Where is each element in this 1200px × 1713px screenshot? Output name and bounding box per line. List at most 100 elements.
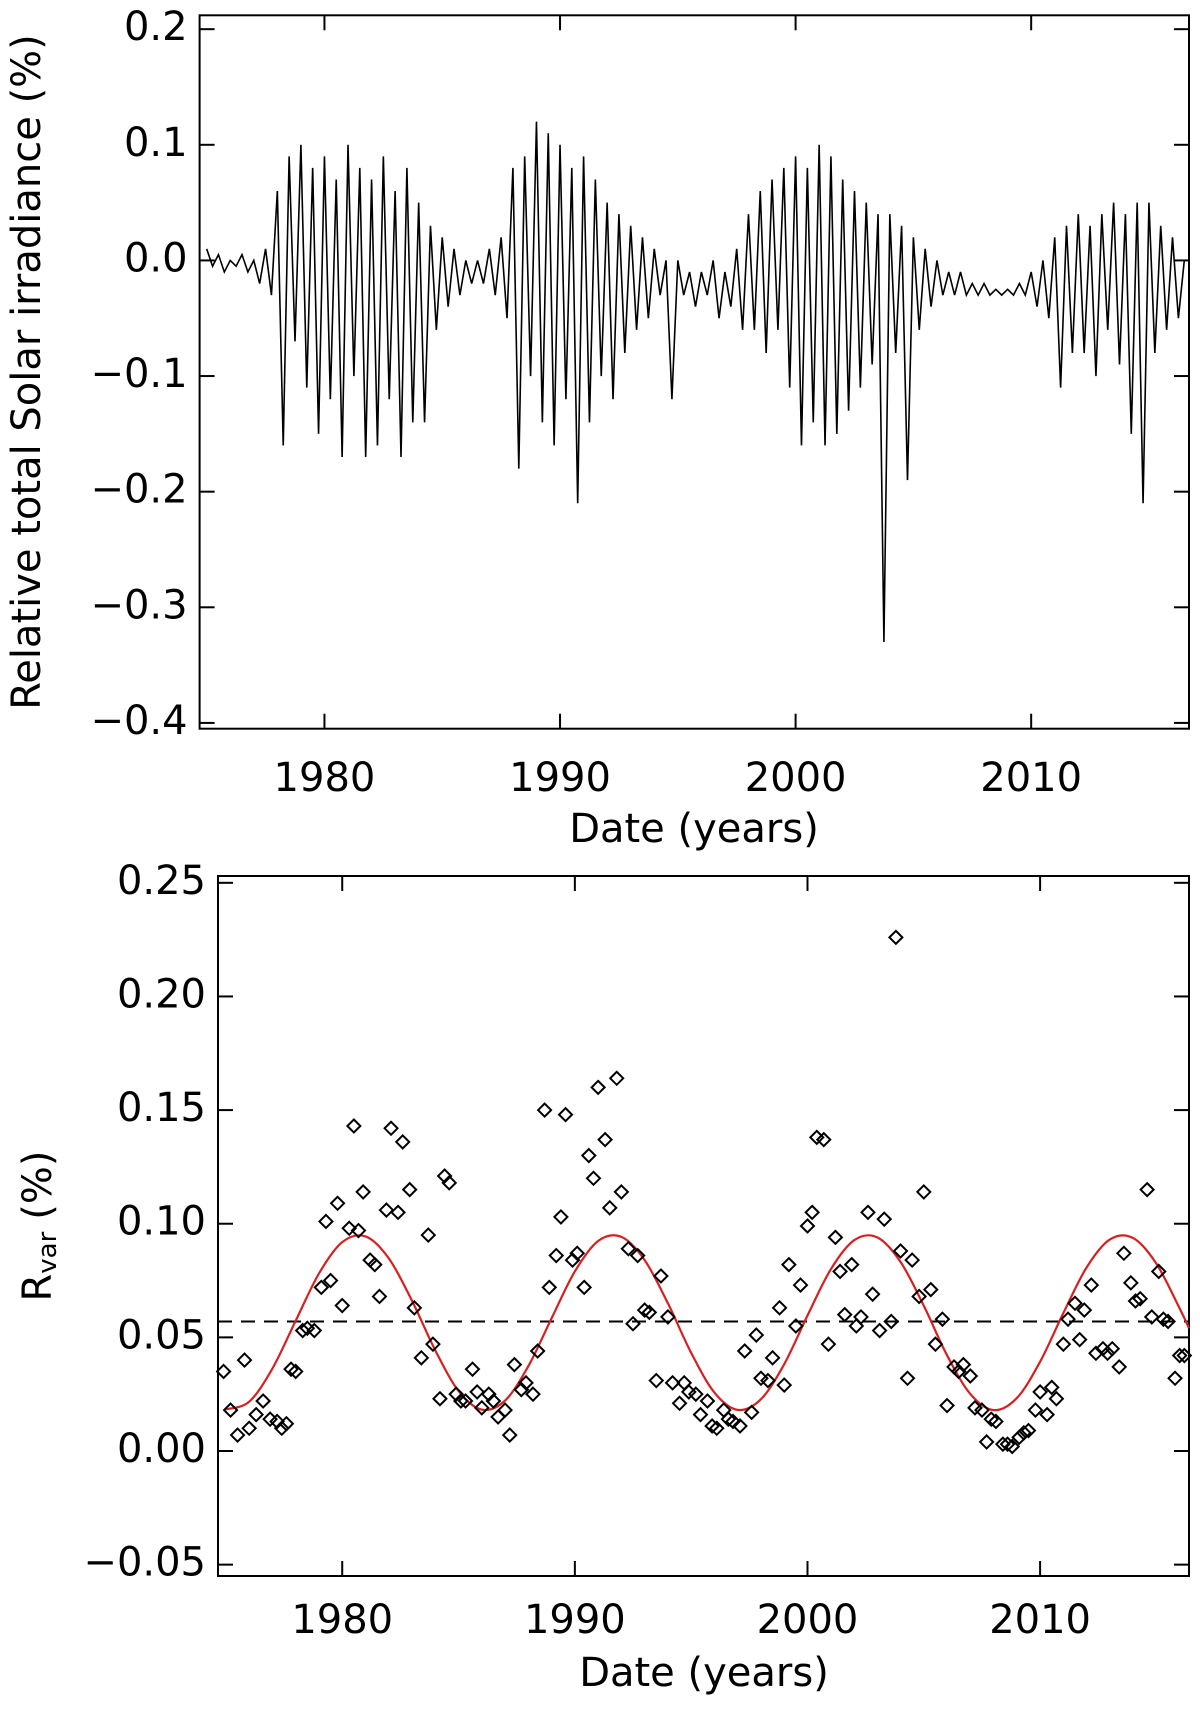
y-tick-label: −0.1 bbox=[90, 351, 187, 397]
data-point bbox=[506, 1356, 523, 1373]
plot-panel: 0.25 0.20 0.15 0.10 0.05 0.00 −0.05 1980 1990 200… bbox=[83, 858, 1193, 1643]
y-axis-title-unit: (%) bbox=[15, 1150, 61, 1219]
data-point bbox=[1015, 1424, 1032, 1441]
data-point bbox=[860, 1204, 876, 1221]
x-tick-label: 2010 bbox=[989, 1597, 1091, 1643]
data-point bbox=[401, 1181, 418, 1198]
data-point bbox=[1020, 1422, 1037, 1439]
x-tick-label: 2010 bbox=[980, 755, 1082, 801]
data-point bbox=[994, 1436, 1011, 1453]
y-tick-label: 0.00 bbox=[117, 1426, 206, 1472]
data-point bbox=[529, 1343, 546, 1359]
y-tick-label: −0.05 bbox=[83, 1540, 206, 1586]
data-point bbox=[283, 1361, 299, 1378]
data-point bbox=[792, 1277, 809, 1294]
data-point bbox=[808, 1129, 825, 1146]
data-point bbox=[350, 1222, 367, 1239]
data-point bbox=[1083, 1277, 1100, 1294]
data-point bbox=[827, 1229, 844, 1246]
data-point bbox=[836, 1306, 853, 1323]
y-axis-title: Relative total Solar irradiance (%) bbox=[4, 34, 50, 710]
data-point bbox=[1099, 1345, 1116, 1362]
data-point bbox=[341, 1220, 358, 1237]
irradiance-line bbox=[205, 121, 1186, 642]
data-point bbox=[497, 1402, 513, 1419]
data-point bbox=[355, 1183, 372, 1200]
data-point bbox=[853, 1308, 869, 1325]
data-point bbox=[1071, 1331, 1088, 1348]
data-point bbox=[1027, 1402, 1044, 1419]
data-point bbox=[680, 1383, 697, 1400]
data-point bbox=[832, 1263, 848, 1280]
data-point bbox=[569, 1245, 586, 1262]
data-point bbox=[1115, 1245, 1132, 1262]
data-point bbox=[608, 1070, 625, 1087]
x-tick-label: 2000 bbox=[745, 755, 847, 801]
data-point bbox=[457, 1393, 474, 1409]
data-point bbox=[378, 1202, 395, 1219]
y-tick-label: 0.15 bbox=[117, 1085, 206, 1131]
data-point bbox=[820, 1336, 837, 1353]
data-point bbox=[480, 1386, 497, 1403]
data-point bbox=[922, 1281, 939, 1298]
data-point bbox=[787, 1318, 804, 1334]
data-point bbox=[345, 1118, 362, 1134]
data-point bbox=[613, 1183, 630, 1200]
data-point bbox=[306, 1322, 323, 1339]
data-point bbox=[255, 1393, 272, 1409]
data-point bbox=[557, 1106, 574, 1123]
data-point bbox=[1048, 1390, 1065, 1407]
data-point bbox=[1111, 1358, 1128, 1375]
y-tick-label: 0.2 bbox=[124, 4, 188, 50]
data-point bbox=[432, 1390, 448, 1407]
data-point bbox=[425, 1336, 441, 1353]
x-tick-label: 1990 bbox=[524, 1597, 626, 1643]
data-point bbox=[974, 1402, 990, 1419]
data-point bbox=[313, 1279, 330, 1296]
data-point bbox=[518, 1374, 534, 1391]
y-tick-label: −0.2 bbox=[90, 467, 187, 513]
data-point bbox=[273, 1420, 290, 1437]
data-point bbox=[883, 1313, 900, 1330]
data-point bbox=[452, 1393, 469, 1409]
data-point bbox=[871, 1322, 888, 1339]
y-axis-title-subscript: var bbox=[33, 1231, 63, 1273]
fit-curve bbox=[225, 1234, 1190, 1412]
data-point bbox=[950, 1363, 967, 1380]
data-point bbox=[1076, 1302, 1093, 1319]
data-point bbox=[743, 1404, 760, 1421]
data-point bbox=[525, 1386, 541, 1403]
data-point bbox=[736, 1343, 753, 1359]
data-point bbox=[262, 1411, 279, 1428]
data-point bbox=[641, 1304, 658, 1321]
data-point bbox=[513, 1381, 530, 1398]
data-point bbox=[927, 1336, 944, 1353]
data-point bbox=[366, 1256, 383, 1273]
data-point bbox=[473, 1399, 490, 1416]
data-point bbox=[1171, 1347, 1188, 1364]
plot-frame bbox=[198, 14, 1191, 730]
data-point bbox=[1055, 1336, 1072, 1353]
data-point bbox=[732, 1418, 748, 1434]
data-point bbox=[1139, 1181, 1156, 1198]
data-point bbox=[625, 1315, 641, 1332]
data-point bbox=[464, 1361, 481, 1378]
data-point bbox=[448, 1386, 465, 1403]
data-point bbox=[780, 1256, 797, 1273]
data-point bbox=[636, 1302, 653, 1319]
data-point bbox=[1032, 1383, 1049, 1400]
data-point bbox=[1039, 1406, 1056, 1423]
plot-panel: 0.2 0.1 0.0 −0.1 −0.2 −0.3 −0.4 1980 1990 2000 201… bbox=[90, 4, 1191, 801]
data-point bbox=[753, 1370, 769, 1387]
data-point bbox=[708, 1420, 725, 1437]
data-point bbox=[269, 1413, 286, 1430]
data-point bbox=[490, 1408, 507, 1425]
data-point bbox=[1011, 1429, 1028, 1446]
data-point bbox=[1088, 1345, 1104, 1362]
y-tick-label: 0.0 bbox=[124, 235, 188, 281]
data-point bbox=[413, 1349, 430, 1366]
data-point bbox=[934, 1311, 951, 1328]
data-point bbox=[318, 1213, 334, 1230]
data-point bbox=[904, 1252, 921, 1269]
data-point bbox=[383, 1120, 399, 1137]
